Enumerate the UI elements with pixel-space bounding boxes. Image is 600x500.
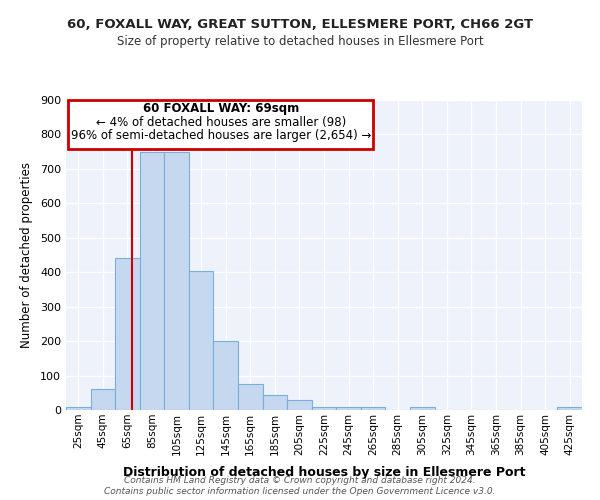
Bar [557,407,582,410]
Bar [287,400,312,410]
Text: 96% of semi-detached houses are larger (2,654) →: 96% of semi-detached houses are larger (… [71,129,371,142]
Bar [164,152,189,410]
Text: 60 FOXALL WAY: 69sqm: 60 FOXALL WAY: 69sqm [143,102,299,115]
Bar [263,394,287,410]
Bar [214,341,238,410]
Bar [336,406,361,410]
Text: Contains public sector information licensed under the Open Government Licence v3: Contains public sector information licen… [104,488,496,496]
Bar [91,390,115,410]
Bar [140,152,164,410]
X-axis label: Distribution of detached houses by size in Ellesmere Port: Distribution of detached houses by size … [123,466,525,479]
Bar [312,406,336,410]
Text: ← 4% of detached houses are smaller (98): ← 4% of detached houses are smaller (98) [95,116,346,128]
Bar [361,406,385,410]
Bar [66,406,91,410]
Bar [238,384,263,410]
Text: 60, FOXALL WAY, GREAT SUTTON, ELLESMERE PORT, CH66 2GT: 60, FOXALL WAY, GREAT SUTTON, ELLESMERE … [67,18,533,30]
Bar [189,270,214,410]
Text: Size of property relative to detached houses in Ellesmere Port: Size of property relative to detached ho… [116,35,484,48]
Text: Contains HM Land Registry data © Crown copyright and database right 2024.: Contains HM Land Registry data © Crown c… [124,476,476,485]
Y-axis label: Number of detached properties: Number of detached properties [20,162,33,348]
Bar [410,406,434,410]
Bar [115,258,140,410]
FancyBboxPatch shape [68,100,373,149]
